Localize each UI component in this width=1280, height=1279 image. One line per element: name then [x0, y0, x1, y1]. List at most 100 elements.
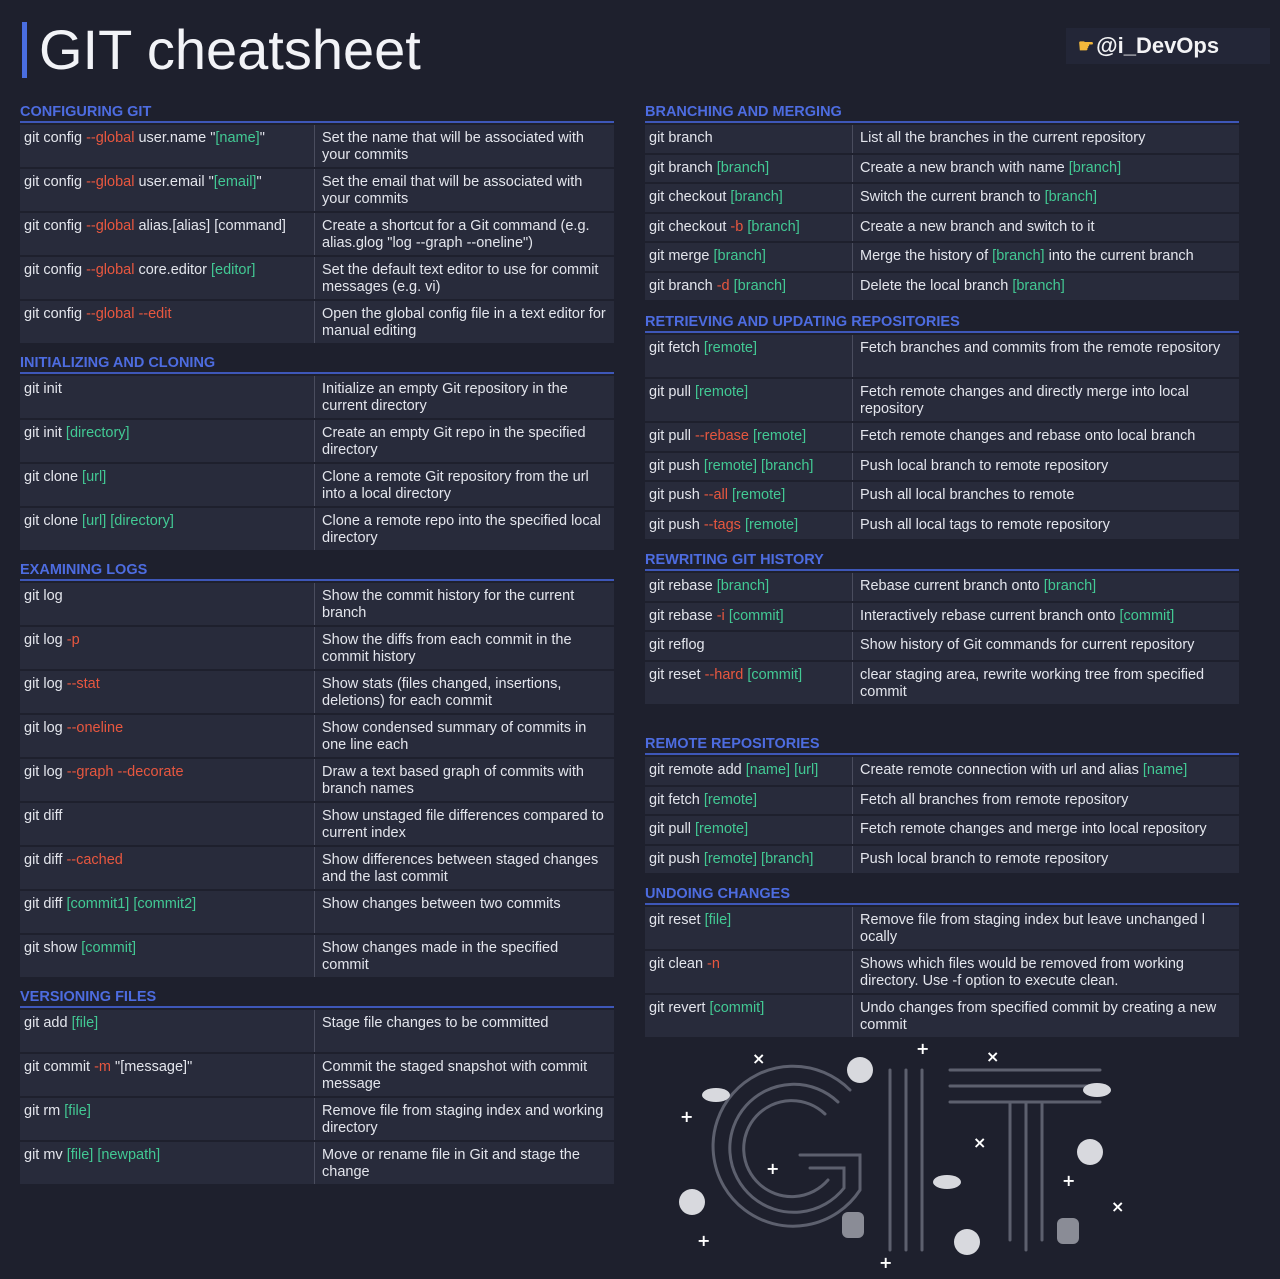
description-cell: Merge the history of [branch] into the c…	[853, 243, 1239, 271]
description-text: Fetch remote changes and directly merge …	[860, 384, 1189, 417]
table-row: git config --global user.name "[name]" Se…	[20, 125, 614, 167]
description-text: clear staging area, rewrite working tree…	[860, 666, 1205, 700]
command-text: "	[259, 130, 265, 146]
arg-text: [commit]	[81, 940, 137, 956]
command-text: "[message]"	[111, 1059, 193, 1075]
page-title: GIT cheatsheet	[22, 18, 421, 81]
description-text: Undo changes from specified commit by cr…	[860, 1000, 1217, 1033]
command-cell: git branch	[645, 125, 853, 153]
table-row: git init [directory] Create an empty Git …	[20, 420, 614, 462]
command-cell: git config --global user.name "[name]"	[20, 125, 315, 167]
description-text: Set the name that will be associated wit…	[322, 130, 584, 163]
arg-text: [branch]	[992, 248, 1045, 264]
section-heading: CONFIGURING GIT	[20, 103, 614, 123]
letter-i-outline	[888, 1068, 924, 1252]
description-cell: Switch the current branch to [branch]	[853, 184, 1239, 212]
cloud-icon	[1083, 1083, 1111, 1097]
table-row: git pull [remote] Fetch remote changes an…	[645, 379, 1239, 421]
command-text: git add	[24, 1015, 72, 1031]
command-text: git config	[24, 218, 87, 234]
arg-text: [remote]	[694, 384, 749, 400]
description-text: Remove file from staging index but leave…	[860, 912, 1205, 945]
plus-icon: +	[680, 1107, 693, 1126]
description-text: Switch the current branch to	[860, 189, 1045, 205]
table-row: git checkout -b [branch] Create a new bra…	[645, 213, 1239, 241]
command-text: git checkout	[649, 189, 731, 205]
description-text: Push all local tags to remote repository	[860, 516, 1110, 533]
arg-text: [commit]	[728, 607, 784, 624]
user-icon	[1077, 1139, 1103, 1165]
command-cell: git checkout -b [branch]	[645, 213, 853, 241]
description-cell: Undo changes from specified commit by cr…	[853, 995, 1239, 1037]
command-text: user.email "	[134, 174, 214, 190]
description-text: Show stats (files changed, insertions, d…	[322, 676, 562, 709]
command-cell: git diff --cached	[20, 847, 315, 889]
command-cell: git init	[20, 376, 315, 418]
command-cell: git config --global --edit	[20, 301, 315, 343]
arg-text: [directory]	[65, 425, 130, 441]
command-text: git clean	[649, 956, 708, 972]
command-cell: git reset --hard [commit]	[645, 661, 853, 704]
table-row: git remote add [name] [url] Create remote…	[645, 757, 1239, 785]
command-text: git log	[24, 764, 67, 780]
command-cell: git diff [commit1] [commit2]	[20, 891, 315, 933]
table-row: git log --graph --decorate Draw a text ba…	[20, 759, 614, 801]
flag-text: -b	[730, 218, 744, 235]
flag-text: --global	[86, 218, 135, 234]
command-cell: git reset [file]	[645, 907, 853, 949]
arg-text: [commit]	[709, 1000, 765, 1016]
command-cell: git pull [remote]	[645, 816, 853, 844]
command-text: user.name "	[134, 130, 216, 146]
section-heading: BRANCHING AND MERGING	[645, 103, 1239, 123]
description-text: Create remote connection with url and al…	[860, 762, 1143, 778]
command-text: git log	[24, 588, 63, 604]
section-heading: INITIALIZING AND CLONING	[20, 354, 614, 374]
section-rewriting: REWRITING GIT HISTORY git rebase [branch]…	[645, 551, 1239, 704]
flag-text: --oneline	[66, 720, 124, 736]
table-row: git rebase -i [commit] Interactively reba…	[645, 602, 1239, 631]
section-heading: RETRIEVING AND UPDATING REPOSITORIES	[645, 313, 1239, 333]
arg-text: [url]	[82, 469, 107, 485]
command-text: git init	[24, 381, 62, 397]
description-cell: Delete the local branch [branch]	[853, 273, 1239, 301]
arg-text: [branch]	[713, 248, 766, 264]
command-text: git checkout	[649, 218, 731, 235]
command-text: git clone	[24, 469, 83, 485]
command-cell: git branch [branch]	[645, 154, 853, 182]
section-heading: UNDOING CHANGES	[645, 885, 1239, 905]
table-row: git reset --hard [commit] clear staging a…	[645, 661, 1239, 704]
description-cell: Create a shortcut for a Git command (e.g…	[315, 213, 614, 255]
description-cell: Show changes between two commits	[315, 891, 614, 933]
plus-icon: +	[697, 1231, 710, 1250]
command-text: git config	[24, 174, 87, 190]
command-text: git log	[24, 720, 67, 736]
arg-text: [remote]	[744, 516, 799, 533]
table-row: git init Initialize an empty Git reposito…	[20, 376, 614, 418]
arg-text: [branch]	[716, 578, 770, 594]
command-cell: git reflog	[645, 632, 853, 660]
description-cell: Show stats (files changed, insertions, d…	[315, 671, 614, 713]
command-text: git merge	[649, 248, 714, 264]
command-text: git push	[649, 516, 704, 533]
description-cell: Interactively rebase current branch onto…	[853, 603, 1239, 631]
section-branching: BRANCHING AND MERGING git branch List all …	[645, 103, 1239, 300]
table-row: git clone [url] [directory] Clone a remot…	[20, 508, 614, 550]
command-cell: git push [remote] [branch]	[645, 452, 853, 480]
command-cell: git rebase -i [commit]	[645, 602, 853, 630]
description-cell: Set the email that will be associated wi…	[315, 169, 614, 211]
arg-text: [remote]	[703, 340, 757, 356]
command-text: git init	[24, 425, 66, 441]
description-cell: Create an empty Git repo in the specifie…	[315, 420, 614, 462]
description-cell: Clone a remote Git repository from the u…	[315, 464, 614, 506]
description-cell: Move or rename file in Git and stage the…	[315, 1142, 614, 1184]
command-cell: git commit -m "[message]"	[20, 1054, 315, 1096]
command-cell: git config --global user.email "[email]"	[20, 169, 315, 211]
command-text: git push	[649, 850, 704, 867]
author-handle: ☛ @i_DevOps	[1066, 28, 1270, 64]
arg-text: [file] [newpath]	[66, 1147, 161, 1163]
description-cell: Set the name that will be associated wit…	[315, 125, 614, 167]
arg-text: [branch]	[1068, 159, 1122, 176]
table-row: git diff Show unstaged file differences c…	[20, 803, 614, 845]
table-row: git pull --rebase [remote] Fetch remote c…	[645, 423, 1239, 451]
close-icon: ×	[986, 1047, 999, 1066]
